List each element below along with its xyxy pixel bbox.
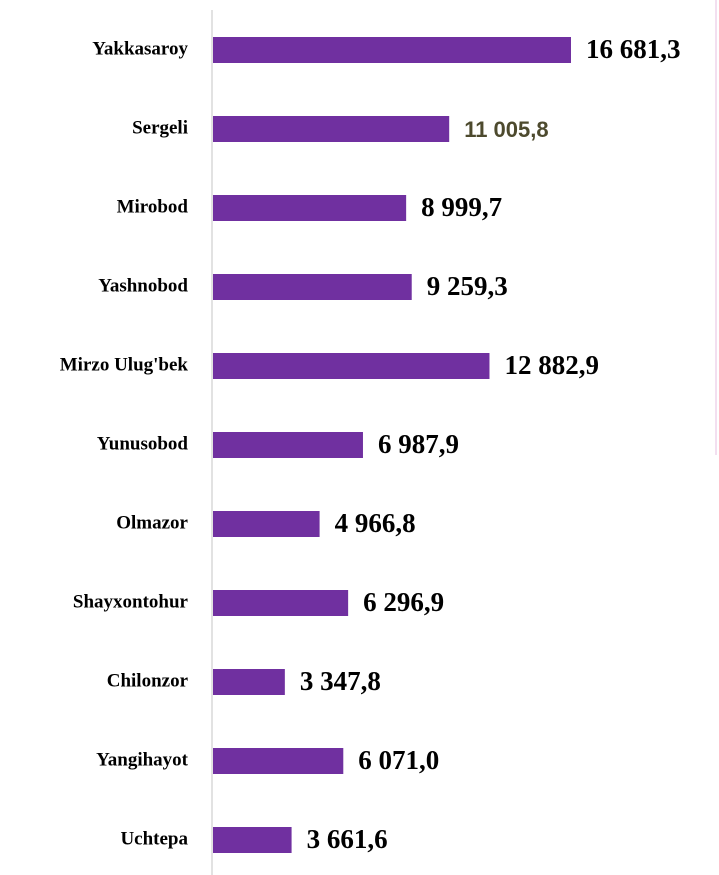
bar — [213, 827, 292, 853]
bar — [213, 669, 285, 695]
bar — [213, 748, 344, 774]
bar — [213, 37, 571, 63]
category-label: Yakkasaroy — [92, 38, 188, 59]
category-label: Uchtepa — [120, 828, 188, 849]
value-label: 16 681,3 — [586, 34, 681, 64]
value-label: 6 296,9 — [363, 587, 444, 617]
bar — [213, 511, 320, 537]
category-label: Chilonzor — [107, 670, 189, 691]
value-label: 6 987,9 — [378, 429, 459, 459]
category-label: Shayxontohur — [73, 591, 189, 612]
bar — [213, 590, 349, 616]
value-label: 12 882,9 — [504, 350, 599, 380]
value-label: 8 999,7 — [421, 192, 502, 222]
value-label: 11 005,8 — [464, 117, 548, 142]
bar — [213, 432, 363, 458]
value-label: 9 259,3 — [427, 271, 508, 301]
value-label: 6 071,0 — [358, 745, 439, 775]
bar — [213, 274, 412, 300]
value-label: 4 966,8 — [335, 508, 416, 538]
category-label: Mirobod — [117, 196, 189, 217]
bar — [213, 353, 490, 379]
value-label: 3 661,6 — [307, 824, 388, 854]
category-label: Yashnobod — [98, 275, 188, 296]
bar — [213, 195, 407, 221]
category-label: Olmazor — [116, 512, 188, 533]
category-label: Mirzo Ulug'bek — [60, 354, 189, 375]
bar — [213, 116, 450, 142]
category-label: Sergeli — [132, 117, 188, 138]
category-label: Yunusobod — [97, 433, 189, 454]
category-label: Yangihayot — [96, 749, 189, 770]
value-label: 3 347,8 — [300, 666, 381, 696]
